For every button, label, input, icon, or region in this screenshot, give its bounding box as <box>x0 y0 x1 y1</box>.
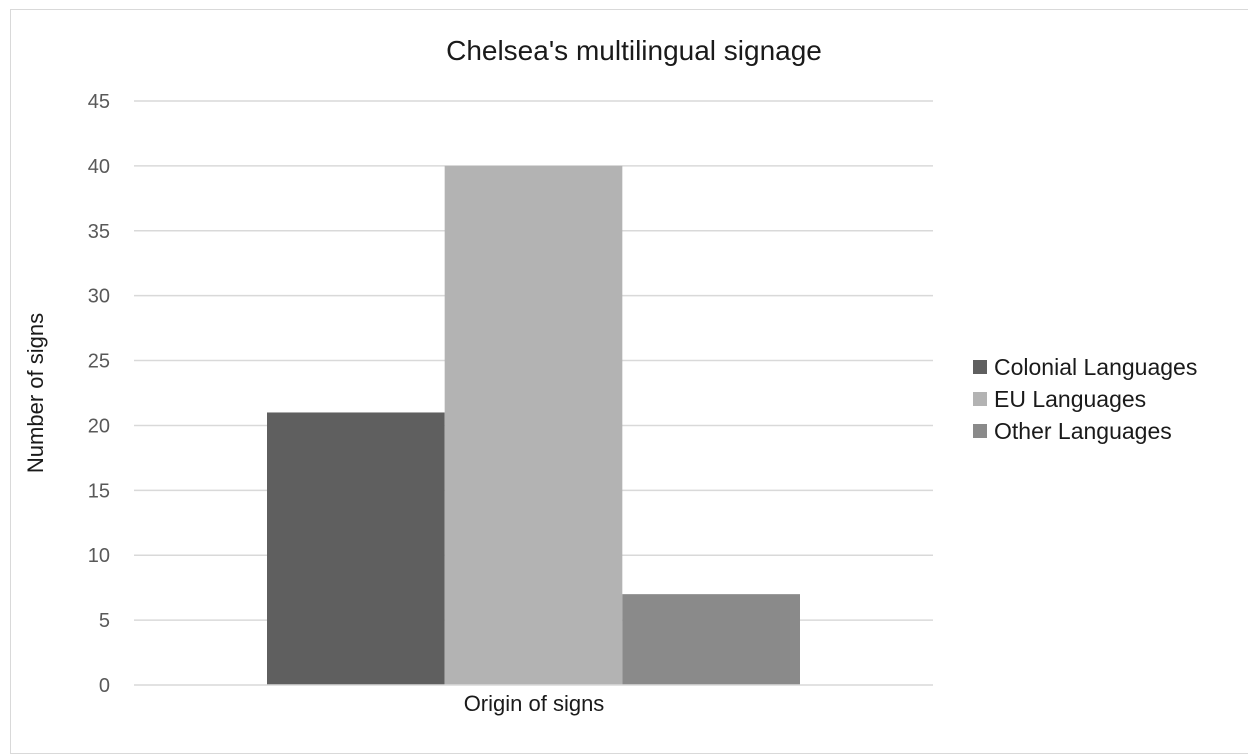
y-tick-label: 15 <box>88 480 110 502</box>
y-axis-title: Number of signs <box>23 313 48 473</box>
legend: Colonial Languages EU Languages Other Lang… <box>973 354 1197 444</box>
x-axis-title: Origin of signs <box>464 691 605 716</box>
bar-eu-languages <box>445 166 623 685</box>
chart-title: Chelsea's multilingual signage <box>446 35 822 66</box>
y-tick-label: 35 <box>88 221 110 243</box>
y-tick-label: 40 <box>88 156 110 178</box>
legend-swatch <box>973 424 987 438</box>
y-tick-label: 25 <box>88 351 110 373</box>
y-tick-label: 5 <box>99 610 110 632</box>
legend-swatch <box>973 392 987 406</box>
legend-label: Colonial Languages <box>994 354 1197 380</box>
y-tick-label: 0 <box>99 675 110 697</box>
legend-label: EU Languages <box>994 386 1146 412</box>
y-tick-label: 20 <box>88 415 110 437</box>
y-axis-ticks: 0 5 10 15 20 25 30 35 40 45 <box>88 91 110 697</box>
y-tick-label: 30 <box>88 286 110 308</box>
bar-other-languages <box>622 594 800 685</box>
legend-swatch <box>973 360 987 374</box>
bar-colonial-languages <box>267 412 445 685</box>
y-tick-label: 45 <box>88 91 110 113</box>
legend-label: Other Languages <box>994 418 1172 444</box>
y-tick-label: 10 <box>88 545 110 567</box>
